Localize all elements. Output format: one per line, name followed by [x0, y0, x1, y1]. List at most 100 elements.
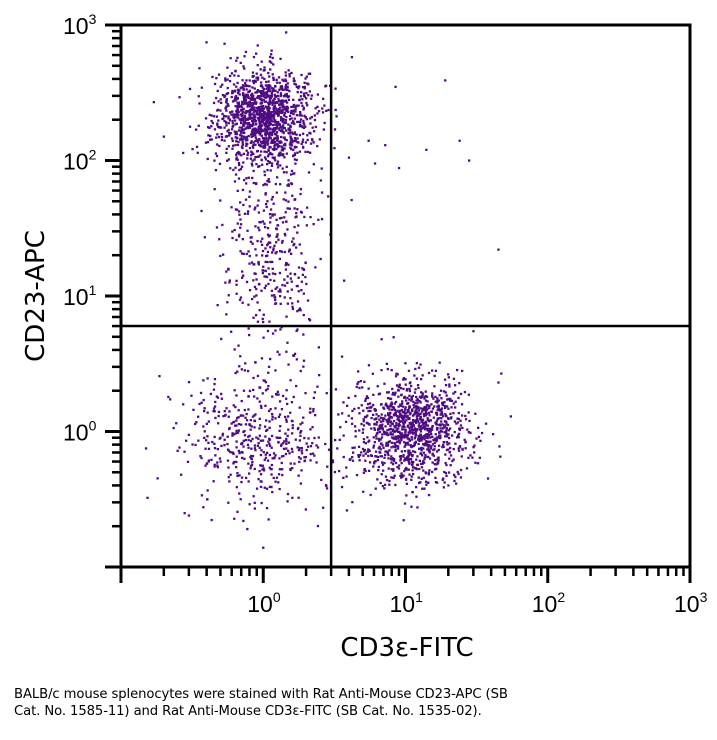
data-point: [271, 110, 274, 113]
data-point: [447, 484, 450, 487]
data-point: [286, 402, 289, 406]
data-point: [231, 113, 234, 116]
data-point: [275, 218, 278, 221]
data-point: [255, 106, 258, 109]
data-point: [308, 90, 311, 93]
data-point: [242, 84, 245, 87]
data-point: [239, 113, 243, 116]
data-point: [216, 304, 219, 307]
data-point: [309, 452, 312, 456]
data-point: [420, 378, 423, 381]
data-point: [420, 425, 423, 428]
data-point: [176, 449, 179, 452]
data-point: [363, 415, 367, 419]
data-point: [261, 90, 265, 94]
data-point: [239, 167, 243, 171]
data-point: [294, 216, 297, 219]
data-point: [417, 413, 420, 416]
data-point: [338, 469, 341, 473]
data-point: [274, 272, 277, 276]
data-point: [424, 399, 428, 402]
data-point: [440, 417, 443, 420]
data-point: [419, 452, 422, 455]
data-point: [354, 430, 357, 433]
data-point: [415, 410, 418, 413]
data-point: [318, 138, 321, 141]
data-point: [236, 109, 240, 112]
data-point: [258, 120, 261, 124]
data-point: [405, 458, 408, 461]
data-point: [274, 89, 277, 92]
data-point: [217, 119, 220, 122]
data-point: [246, 443, 250, 446]
data-point: [384, 431, 388, 434]
data-point: [443, 425, 447, 428]
data-point: [400, 462, 403, 465]
data-point: [212, 101, 216, 105]
data-point: [410, 431, 413, 434]
data-point: [272, 76, 275, 79]
data-point: [257, 199, 260, 202]
data-point: [264, 389, 268, 392]
data-point: [398, 440, 402, 443]
data-point: [253, 87, 256, 90]
data-point: [200, 401, 203, 404]
data-point: [275, 241, 278, 244]
data-point: [249, 467, 252, 470]
data-point: [411, 455, 414, 458]
data-point: [258, 221, 261, 224]
data-point: [291, 496, 294, 499]
data-point: [278, 468, 281, 471]
data-point: [254, 361, 257, 364]
data-point: [274, 302, 277, 305]
data-point: [233, 228, 236, 232]
data-point: [306, 299, 310, 302]
data-point: [270, 294, 274, 297]
data-point: [370, 416, 373, 420]
data-point: [396, 447, 400, 450]
data-point: [419, 433, 422, 436]
data-point: [445, 474, 448, 477]
data-point: [293, 172, 296, 175]
data-point: [198, 102, 201, 105]
data-point: [386, 433, 389, 437]
data-point: [442, 477, 445, 480]
data-point: [227, 128, 230, 132]
data-point: [416, 428, 419, 431]
data-point: [412, 472, 415, 476]
data-point: [367, 454, 370, 458]
data-point: [260, 107, 263, 110]
data-point: [252, 82, 256, 85]
data-point: [197, 439, 200, 442]
data-point: [284, 191, 287, 194]
data-point: [394, 411, 398, 414]
data-point: [228, 279, 231, 282]
data-point: [340, 355, 344, 358]
data-point: [459, 424, 463, 427]
data-point: [413, 413, 416, 416]
data-point: [297, 456, 301, 459]
data-point: [477, 426, 480, 429]
data-point: [362, 418, 365, 421]
data-point: [221, 117, 224, 121]
data-point: [275, 127, 278, 130]
data-point: [227, 145, 230, 148]
data-point: [252, 111, 255, 114]
data-point: [264, 247, 267, 250]
data-point: [457, 411, 460, 415]
data-point: [319, 179, 322, 182]
data-point: [396, 437, 399, 440]
data-point: [372, 403, 375, 407]
data-point: [239, 414, 243, 417]
data-point: [255, 76, 258, 79]
data-point: [272, 112, 276, 116]
data-point: [447, 397, 450, 401]
data-point: [252, 117, 255, 121]
data-point: [242, 107, 245, 110]
data-point: [380, 436, 384, 439]
data-point: [408, 426, 411, 429]
data-point: [437, 404, 440, 407]
data-point: [293, 225, 296, 229]
data-point: [213, 188, 216, 191]
data-point: [286, 492, 290, 496]
